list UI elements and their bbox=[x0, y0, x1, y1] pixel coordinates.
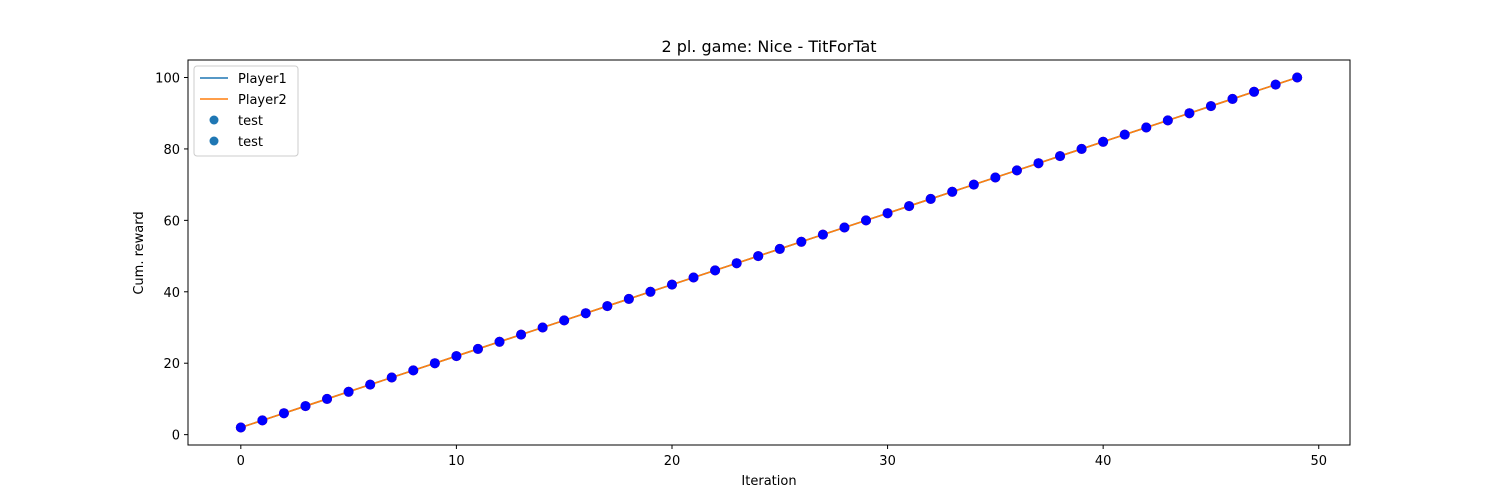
legend-marker-swatch bbox=[209, 136, 219, 146]
data-point bbox=[990, 172, 1001, 183]
legend-marker-swatch bbox=[209, 115, 219, 125]
y-tick-label: 40 bbox=[163, 286, 180, 301]
data-point bbox=[1184, 108, 1195, 119]
data-point bbox=[947, 186, 958, 197]
data-point bbox=[516, 329, 527, 340]
data-point bbox=[472, 343, 483, 354]
legend: Player1 Player2 test test bbox=[193, 65, 299, 157]
y-tick-label: 60 bbox=[163, 214, 180, 229]
y-tick-label: 80 bbox=[163, 143, 180, 158]
x-tick-label: 50 bbox=[1310, 454, 1327, 469]
series-4-points bbox=[235, 72, 1303, 433]
legend-item: Player1 bbox=[200, 72, 287, 87]
data-point bbox=[537, 322, 548, 333]
data-point bbox=[300, 401, 311, 412]
series-line bbox=[240, 76, 1298, 429]
y-tick-label: 0 bbox=[172, 429, 180, 444]
x-tick-label: 40 bbox=[1095, 454, 1112, 469]
data-point bbox=[1205, 101, 1216, 112]
data-point bbox=[1141, 122, 1152, 133]
plot-area: 0 10 20 30 40 50 0 20 40 60 80 100 bbox=[155, 59, 1351, 469]
y-axis-title: Cum. reward bbox=[132, 211, 147, 294]
data-point bbox=[278, 408, 289, 419]
data-point bbox=[882, 208, 893, 219]
data-point bbox=[710, 265, 721, 276]
data-point bbox=[451, 351, 462, 362]
x-tick-label: 0 bbox=[237, 454, 245, 469]
data-point bbox=[365, 379, 376, 390]
data-point bbox=[623, 293, 634, 304]
data-point bbox=[839, 222, 850, 233]
data-point bbox=[968, 179, 979, 190]
data-point bbox=[796, 236, 807, 247]
data-point bbox=[753, 251, 764, 262]
x-tick-label: 10 bbox=[448, 454, 465, 469]
legend-item: Player2 bbox=[200, 93, 287, 108]
data-point bbox=[1076, 143, 1087, 154]
chart-title: 2 pl. game: Nice - TitForTat bbox=[661, 37, 876, 56]
data-point bbox=[1011, 165, 1022, 176]
y-tick-label: 20 bbox=[163, 357, 180, 372]
data-point bbox=[1033, 158, 1044, 169]
x-tick-label: 30 bbox=[879, 454, 896, 469]
data-point bbox=[817, 229, 828, 240]
data-point bbox=[1270, 79, 1281, 90]
data-point bbox=[645, 286, 656, 297]
data-point bbox=[1162, 115, 1173, 126]
data-point bbox=[731, 258, 742, 269]
data-point bbox=[1119, 129, 1130, 140]
data-point bbox=[925, 193, 936, 204]
plot-frame bbox=[187, 59, 1351, 446]
y-tick-label: 100 bbox=[155, 72, 180, 87]
data-point bbox=[429, 358, 440, 369]
data-point bbox=[774, 243, 785, 254]
legend-item: test bbox=[209, 114, 263, 129]
data-point bbox=[257, 415, 268, 426]
data-point bbox=[386, 372, 397, 383]
data-point bbox=[1227, 93, 1238, 104]
x-axis-title: Iteration bbox=[741, 474, 796, 489]
legend-label: Player2 bbox=[238, 93, 287, 108]
data-point bbox=[861, 215, 872, 226]
data-point bbox=[1098, 136, 1109, 147]
legend-item: test bbox=[209, 135, 263, 150]
data-point bbox=[494, 336, 505, 347]
legend-label: Player1 bbox=[238, 72, 287, 87]
data-point bbox=[408, 365, 419, 376]
data-point bbox=[688, 272, 699, 283]
data-point bbox=[322, 393, 333, 404]
data-point bbox=[235, 422, 246, 433]
data-point bbox=[343, 386, 354, 397]
data-point bbox=[1055, 151, 1066, 162]
data-point bbox=[559, 315, 570, 326]
data-point bbox=[1292, 72, 1303, 83]
data-point bbox=[666, 279, 677, 290]
legend-label: test bbox=[238, 114, 263, 129]
data-point bbox=[602, 301, 613, 312]
data-point bbox=[904, 201, 915, 212]
x-tick-label: 20 bbox=[664, 454, 681, 469]
series-2-line bbox=[240, 76, 1298, 429]
data-point bbox=[1249, 86, 1260, 97]
legend-box bbox=[193, 65, 299, 157]
legend-label: test bbox=[238, 135, 263, 150]
data-point bbox=[580, 308, 591, 319]
